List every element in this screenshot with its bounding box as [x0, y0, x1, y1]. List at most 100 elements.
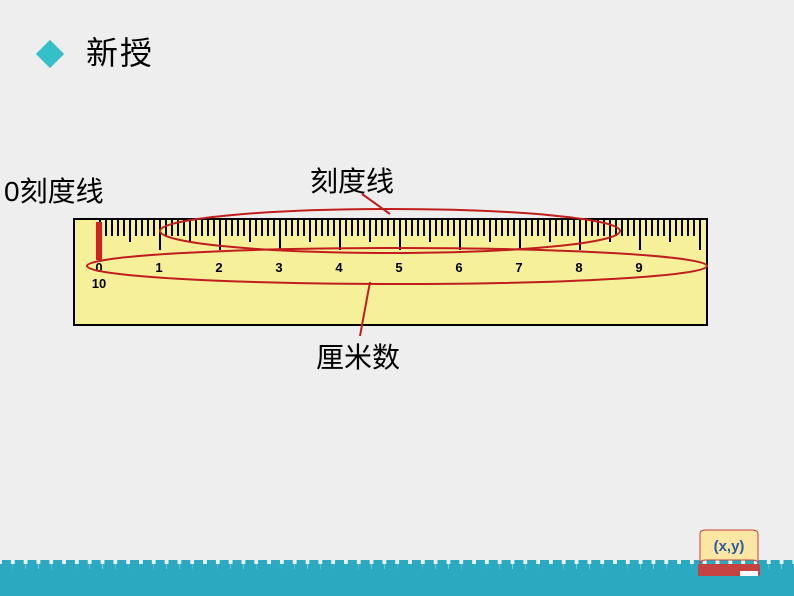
ruler-number: 6 [455, 260, 462, 275]
tick-mark [297, 220, 299, 236]
tick-mark [237, 220, 239, 236]
tick-mark [567, 220, 569, 236]
tick-mark [309, 220, 311, 242]
tick-mark [105, 220, 107, 236]
tick-mark [531, 220, 533, 236]
tick-mark [147, 220, 149, 236]
wave-body [0, 569, 794, 596]
tick-mark [651, 220, 653, 236]
tick-mark [459, 220, 461, 250]
tick-mark [429, 220, 431, 242]
tick-mark [303, 220, 305, 236]
tick-mark [201, 220, 203, 236]
tick-mark [165, 220, 167, 236]
tick-mark [225, 220, 227, 236]
tick-mark [423, 220, 425, 236]
zero-tick-mark [96, 222, 102, 260]
tick-mark [189, 220, 191, 242]
tick-mark [441, 220, 443, 236]
tick-mark [315, 220, 317, 236]
tick-mark [243, 220, 245, 236]
tick-mark [177, 220, 179, 236]
tick-mark [129, 220, 131, 242]
ruler: 012345678910 [73, 218, 708, 326]
tick-mark [675, 220, 677, 236]
tick-mark [369, 220, 371, 242]
tick-mark [159, 220, 161, 250]
tick-mark [207, 220, 209, 236]
tick-mark [231, 220, 233, 236]
tick-mark [447, 220, 449, 236]
tick-mark [603, 220, 605, 236]
tick-mark [681, 220, 683, 236]
tick-mark [417, 220, 419, 236]
book-text: (x,y) [714, 538, 745, 555]
tick-mark [645, 220, 647, 236]
ruler-number: 1 [155, 260, 162, 275]
tick-mark [573, 220, 575, 236]
tick-mark [357, 220, 359, 236]
tick-mark [141, 220, 143, 236]
tick-mark [213, 220, 215, 236]
wave-footer [0, 560, 794, 596]
tick-mark [117, 220, 119, 236]
tick-mark [561, 220, 563, 236]
tick-mark [375, 220, 377, 236]
ruler-number: 5 [395, 260, 402, 275]
tick-mark [387, 220, 389, 236]
ruler-number: 4 [335, 260, 342, 275]
ruler-number: 2 [215, 260, 222, 275]
ruler-number: 3 [275, 260, 282, 275]
tick-mark [405, 220, 407, 236]
tick-mark [555, 220, 557, 236]
ruler-ticks [75, 220, 706, 324]
tick-mark [399, 220, 401, 250]
ruler-number: 9 [635, 260, 642, 275]
tick-mark [267, 220, 269, 236]
tick-mark [135, 220, 137, 236]
tick-mark [171, 220, 173, 236]
tick-mark [333, 220, 335, 236]
ruler-number: 0 [95, 260, 102, 275]
tick-mark [549, 220, 551, 242]
tick-mark [585, 220, 587, 236]
tick-mark [609, 220, 611, 242]
tick-mark [543, 220, 545, 236]
tick-mark [411, 220, 413, 236]
tick-mark [639, 220, 641, 250]
tick-mark [183, 220, 185, 236]
tick-mark [615, 220, 617, 236]
tick-mark [477, 220, 479, 236]
tick-mark [327, 220, 329, 236]
tick-mark [111, 220, 113, 236]
slide-page: 新授 0刻度线 刻度线 厘米数 012345678910 (x,y) [0, 0, 794, 596]
tick-mark [321, 220, 323, 236]
tick-mark [507, 220, 509, 236]
tick-mark [537, 220, 539, 236]
ruler-number: 8 [575, 260, 582, 275]
tick-mark [453, 220, 455, 236]
tick-mark [195, 220, 197, 236]
tick-mark [483, 220, 485, 236]
book-icon: (x,y) [692, 526, 766, 582]
ruler-number: 7 [515, 260, 522, 275]
tick-mark [699, 220, 701, 250]
tick-mark [435, 220, 437, 236]
tick-mark [471, 220, 473, 236]
tick-mark [261, 220, 263, 236]
tick-mark [255, 220, 257, 236]
tick-mark [519, 220, 521, 250]
tick-mark [291, 220, 293, 236]
tick-mark [579, 220, 581, 250]
tick-mark [501, 220, 503, 236]
tick-mark [597, 220, 599, 236]
tick-mark [621, 220, 623, 236]
tick-mark [513, 220, 515, 236]
tick-mark [633, 220, 635, 236]
tick-mark [657, 220, 659, 236]
tick-mark [525, 220, 527, 236]
tick-mark [489, 220, 491, 242]
tick-mark [381, 220, 383, 236]
tick-mark [393, 220, 395, 236]
tick-mark [663, 220, 665, 236]
